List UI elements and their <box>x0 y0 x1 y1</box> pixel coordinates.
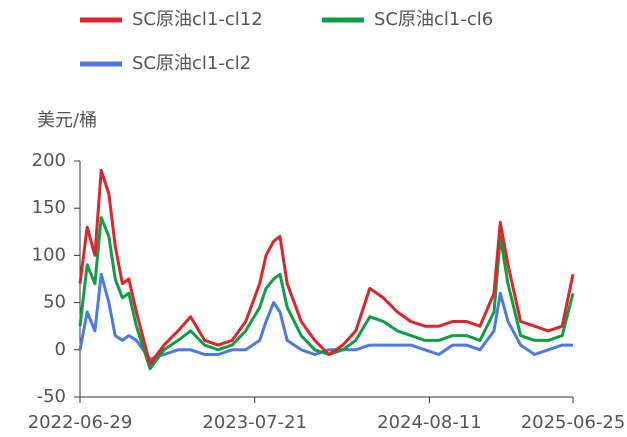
y-tick-label: 50 <box>43 292 66 313</box>
x-tick-label: 2023-07-21 <box>202 412 307 433</box>
legend-label: SC原油cl1-cl2 <box>132 53 251 74</box>
y-tick-label: -50 <box>37 386 66 407</box>
legend-label: SC原油cl1-cl6 <box>374 9 493 30</box>
x-tick-label: 2025-06-25 <box>521 412 626 433</box>
y-tick-label: 100 <box>32 244 66 265</box>
legend-label: SC原油cl1-cl12 <box>132 9 263 30</box>
x-tick-label: 2022-06-29 <box>28 412 133 433</box>
y-tick-label: 150 <box>32 197 66 218</box>
y-tick-label: 0 <box>55 339 66 360</box>
x-tick-label: 2024-08-11 <box>377 412 482 433</box>
series-line <box>78 168 575 366</box>
series-line <box>78 272 573 361</box>
series-line <box>78 216 575 371</box>
y-tick-label: 200 <box>32 150 66 171</box>
y-unit: 美元/桶 <box>37 110 97 131</box>
